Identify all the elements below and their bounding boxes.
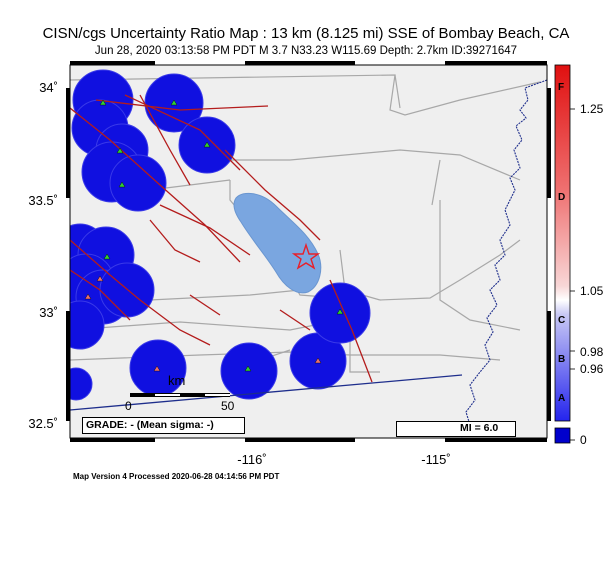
grade-letter-a: A	[558, 393, 566, 404]
colorbar-label-0-96: 0.96	[580, 362, 604, 376]
colorbar-label-1-25: 1.25	[580, 102, 604, 116]
grade-letter-d: D	[558, 192, 566, 203]
epicenter-star	[291, 242, 321, 270]
mi-box	[396, 421, 516, 437]
mi-label: MI = 6.0	[460, 422, 499, 434]
station-marker	[336, 308, 344, 315]
station-marker	[84, 293, 92, 300]
map-title: CISN/cgs Uncertainty Ratio Map : 13 km (…	[42, 25, 570, 42]
processing-footer: Map Version 4 Processed 2020-06-28 04:14…	[73, 472, 280, 481]
lat-label-32-5: 32.5˚	[28, 416, 58, 431]
scale-tick-50: 50	[221, 399, 235, 413]
scale-tick-0: 0	[125, 399, 132, 413]
us-mexico-border	[70, 374, 463, 411]
station-marker	[314, 357, 322, 364]
scale-bar	[130, 393, 230, 397]
grade-box: GRADE: - (Mean sigma: -)	[82, 417, 245, 434]
station-marker	[99, 99, 107, 106]
grade-letter-c: C	[558, 315, 566, 326]
station-coverage-circles	[70, 69, 371, 401]
map-frame	[66, 61, 551, 442]
lon-label-116: -116˚	[237, 452, 267, 467]
station-marker	[244, 365, 252, 372]
station-marker	[96, 275, 104, 282]
stations	[84, 99, 344, 372]
colorbar-label-1-05: 1.05	[580, 284, 604, 298]
lat-label-33: 33˚	[39, 305, 58, 320]
grade-letter-f: F	[558, 82, 565, 93]
colorbar-label-0: 0	[580, 433, 587, 447]
station-marker	[103, 253, 111, 260]
event-details: Jun 28, 2020 03:13:58 PM PDT M 3.7 N33.2…	[94, 45, 518, 57]
station-marker	[118, 181, 126, 188]
station-marker	[203, 141, 211, 148]
colorado-river	[461, 79, 547, 438]
lat-label-33-5: 33.5˚	[28, 193, 58, 208]
lat-label-34: 34˚	[39, 80, 58, 95]
colorbar-label-0-98: 0.98	[580, 345, 604, 359]
station-marker	[153, 365, 161, 372]
station-marker	[170, 99, 178, 106]
station-marker	[116, 147, 124, 154]
lon-label-115: -115˚	[421, 452, 451, 467]
scale-unit-label: km	[168, 373, 186, 388]
faults	[70, 94, 373, 383]
grade-letter-b: B	[558, 354, 566, 365]
colorbar	[554, 64, 575, 444]
